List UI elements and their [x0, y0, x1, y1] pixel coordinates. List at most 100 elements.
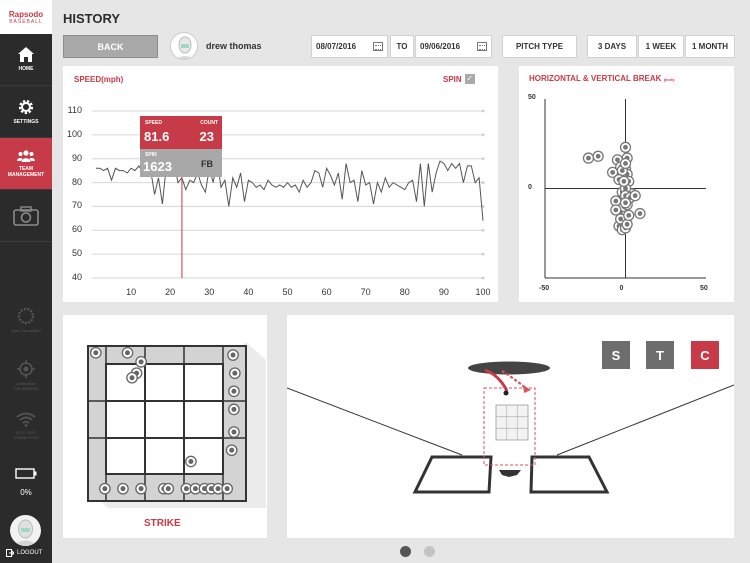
break-point-center [623, 186, 628, 191]
break-point-center [613, 207, 619, 213]
battery-status: 0% [0, 468, 52, 497]
break-point-center [621, 178, 627, 184]
speed-panel [63, 66, 498, 302]
break-point-center [615, 157, 620, 163]
pitch-location-center [231, 388, 237, 394]
sync-status-label: Sync Completed [11, 328, 41, 333]
speed-series-line [95, 158, 484, 221]
spin-toggle-label: SPIN [443, 74, 462, 84]
speed-x-tick: 90 [438, 287, 449, 297]
target-icon [17, 360, 35, 378]
pitch-location-center [215, 486, 221, 492]
pitch-trajectory [484, 368, 509, 392]
speed-gridline-end [481, 157, 485, 161]
sidebar-avatar[interactable] [10, 515, 41, 546]
nav-settings[interactable]: SETTINGS [0, 86, 52, 138]
pitch-location-center [183, 486, 189, 492]
range-3-days-button[interactable]: 3 DAYS [587, 35, 637, 58]
ball-marker [503, 390, 509, 396]
page-dot-2[interactable] [424, 546, 435, 557]
tooltip-speed-label: SPEED [145, 120, 162, 126]
catcher-view-button[interactable]: C [691, 341, 719, 369]
date-to-value: 09/06/2016 [420, 42, 461, 51]
pitch-location-center [188, 459, 194, 464]
speed-y-tick: 80 [71, 176, 82, 187]
page-indicator [400, 546, 435, 557]
calibration-status: Calibration: CALIBRATED [0, 360, 52, 391]
sync-icon [17, 307, 35, 325]
logout-button[interactable]: LOGOUT [6, 549, 42, 557]
break-point-center [610, 169, 616, 175]
tooltip-spin-section: SPIN 1623 FB [140, 149, 222, 177]
break-point-center [595, 153, 601, 159]
home-icon [18, 47, 34, 62]
break-point-center [613, 198, 619, 204]
battery-percent: 0% [20, 488, 32, 497]
break-y-tick: 50 [528, 94, 536, 101]
top-view-button[interactable]: T [646, 341, 674, 369]
break-point-center [623, 161, 628, 166]
pitch-type-button[interactable]: PITCH TYPE [502, 35, 577, 58]
break-chart-title: HORIZONTAL & VERTICAL BREAK (inch) [529, 74, 675, 83]
break-title-text: HORIZONTAL & VERTICAL BREAK [529, 74, 662, 83]
speed-gridline-end [481, 133, 485, 137]
speed-y-tick: 50 [71, 248, 82, 259]
logo-text: Rapsodo [8, 9, 44, 19]
side-view-button[interactable]: S [602, 341, 630, 369]
speed-y-tick: 70 [71, 200, 82, 211]
nav-home-label: HOME [18, 66, 34, 72]
date-from-value: 08/07/2016 [316, 42, 357, 51]
speed-x-tick: 70 [360, 287, 371, 297]
range-1-month-button[interactable]: 1 MONTH [685, 35, 735, 58]
back-button[interactable]: BACK [63, 35, 158, 58]
pitch-location-center [165, 486, 171, 492]
pitch-location-center [93, 350, 99, 356]
pitch-location-center [102, 486, 108, 492]
date-from-field[interactable]: 08/07/2016 [311, 35, 388, 58]
mini-strike-zone [495, 404, 529, 441]
logout-icon [6, 549, 14, 557]
strike-zone-inner [105, 363, 224, 475]
break-point-center [619, 168, 625, 174]
user-name: drew thomas [206, 41, 262, 51]
nav-settings-label: SETTINGS [13, 118, 39, 125]
range-1-week-button[interactable]: 1 WEEK [638, 35, 684, 58]
page-dot-1[interactable] [400, 546, 411, 557]
gear-icon [18, 99, 34, 114]
spin-toggle[interactable]: SPIN ✓ [443, 74, 475, 84]
foul-line-right [556, 384, 734, 456]
speed-gridline-end [481, 181, 485, 184]
speed-gridline-end [481, 205, 485, 208]
break-title-unit: (inch) [663, 77, 675, 82]
pitch-location-center [229, 447, 235, 453]
ecs-status: ECS: NOT CONNECTED [0, 412, 52, 440]
break-point-center [623, 200, 628, 206]
ecs-status-label: ECS: NOT CONNECTED [13, 430, 39, 440]
nav-home[interactable]: HOME [0, 34, 52, 86]
break-point-center [626, 212, 632, 218]
batter-box-left [412, 455, 493, 494]
break-x-tick: 50 [700, 285, 708, 292]
camera-icon [13, 205, 39, 226]
pitch-location-center [231, 406, 237, 412]
nav-camera[interactable] [0, 190, 52, 242]
break-point-center [624, 221, 630, 227]
page-title: HISTORY [63, 11, 121, 26]
speed-gridline-end [481, 109, 485, 113]
pitch-location-center [120, 486, 126, 492]
date-to-field[interactable]: 09/06/2016 [415, 35, 492, 58]
tooltip-spin-value: 1623 [143, 159, 172, 174]
break-x-tick: 0 [619, 285, 624, 292]
user-avatar [170, 32, 198, 60]
tooltip-count-label: COUNT [200, 120, 218, 126]
break-point-center [632, 193, 638, 199]
tooltip-spin-label: SPIN [145, 152, 157, 158]
spin-checkbox[interactable]: ✓ [464, 74, 475, 84]
pitch-location-center [224, 486, 230, 492]
break-y-tick: 0 [528, 183, 532, 191]
break-point-center [637, 211, 643, 216]
nav-team-management[interactable]: TEAM MANAGEMENT [0, 138, 52, 190]
